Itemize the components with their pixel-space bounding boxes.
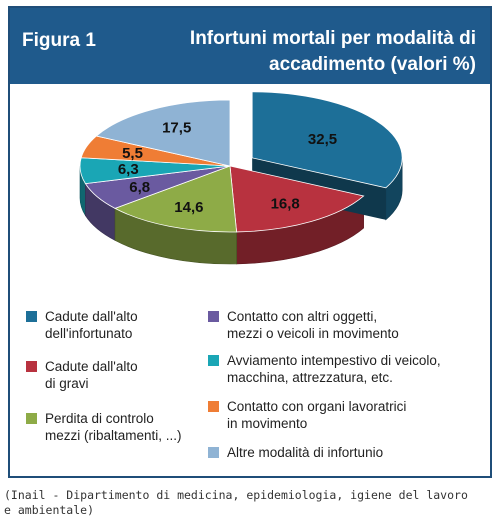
pie-data-label: 32,5 (308, 131, 337, 148)
legend-label: Contatto con altri oggetti, mezzi o veic… (227, 309, 399, 341)
pie-data-label: 16,8 (271, 196, 300, 213)
source-note: (Inail - Dipartimento di medicina, epide… (4, 488, 468, 517)
figure-header: Figura 1 Infortuni mortali per modalità … (10, 8, 490, 84)
legend-label: Cadute dall'alto di gravi (45, 359, 138, 391)
legend-item: Avviamento intempestivo di veicolo, macc… (208, 352, 441, 386)
pie-data-label: 6,3 (118, 161, 139, 178)
pie-data-label: 14,6 (174, 199, 203, 216)
chart-area: 32,5 16,8 14,6 6,8 6,3 5,5 17,5 (10, 84, 490, 294)
pie-slice (251, 91, 403, 189)
legend-swatch (26, 311, 37, 322)
legend-item: Altre modalità di infortunio (208, 444, 383, 461)
legend-item: Cadute dall'alto dell'infortunato (26, 308, 138, 342)
pie-slice (114, 165, 238, 233)
legend-item: Cadute dall'alto di gravi (26, 358, 138, 392)
legend-swatch (208, 401, 219, 412)
pie-data-label: 6,8 (129, 179, 150, 196)
pie-chart: 32,5 16,8 14,6 6,86,35,5 17,5 (79, 91, 403, 265)
figure-title: Infortuni mortali per modalità di accadi… (189, 28, 476, 75)
pie-data-label: 17,5 (162, 120, 191, 137)
legend-label: Avviamento intempestivo di veicolo, macc… (227, 353, 441, 385)
legend-swatch (208, 355, 219, 366)
legend-item: Contatto con organi lavoratrici in movim… (208, 398, 406, 432)
legend-item: Contatto con altri oggetti, mezzi o veic… (208, 308, 399, 342)
legend-swatch (26, 413, 37, 424)
figure-label: Figura 1 (22, 30, 96, 51)
pie-slice (95, 99, 231, 167)
legend-label: Altre modalità di infortunio (227, 445, 384, 460)
legend-swatch (208, 311, 219, 322)
legend: Cadute dall'alto dell'infortunato Cadute… (10, 298, 490, 474)
figure-box: Figura 1 Infortuni mortali per modalità … (8, 6, 492, 478)
legend-label: Cadute dall'alto dell'infortunato (45, 309, 138, 341)
legend-swatch (26, 361, 37, 372)
pie-data-label: 5,5 (122, 145, 143, 162)
legend-label: Perdita di controlo mezzi (ribaltamenti,… (45, 411, 182, 443)
pie-slice (229, 165, 365, 233)
legend-swatch (208, 447, 219, 458)
legend-label: Contatto con organi lavoratrici in movim… (227, 399, 407, 431)
legend-item: Perdita di controlo mezzi (ribaltamenti,… (26, 410, 182, 444)
